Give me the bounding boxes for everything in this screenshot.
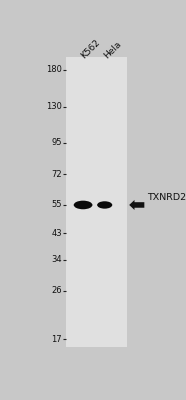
Text: K562: K562 [80,38,102,60]
Ellipse shape [97,201,112,209]
Ellipse shape [74,201,92,209]
Text: 55: 55 [52,200,62,210]
Text: Hela: Hela [103,40,124,60]
FancyBboxPatch shape [67,57,127,347]
Text: TXNRD2: TXNRD2 [147,193,186,202]
FancyArrow shape [129,200,144,210]
Text: 72: 72 [52,170,62,179]
Text: 34: 34 [52,255,62,264]
Text: 95: 95 [52,138,62,147]
Text: 43: 43 [52,228,62,238]
Text: 180: 180 [46,65,62,74]
Text: 26: 26 [52,286,62,295]
Text: 130: 130 [46,102,62,111]
Text: 17: 17 [52,334,62,344]
